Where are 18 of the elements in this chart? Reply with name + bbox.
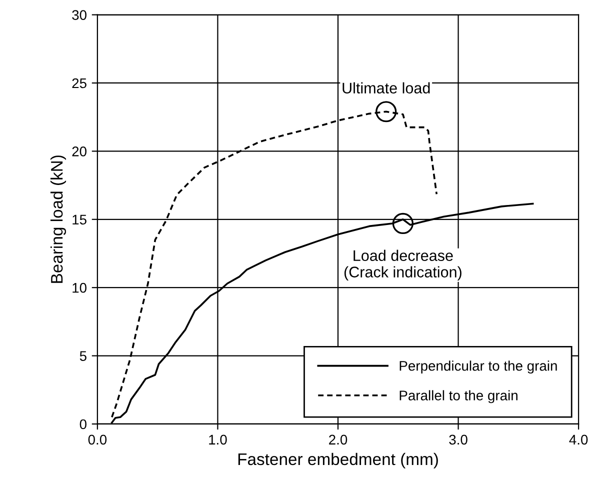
y-axis-title: Bearing load (kN) <box>50 156 66 283</box>
legend-label: Perpendicular to the grain <box>400 360 557 374</box>
x-tick-label: 1.0 <box>209 434 227 445</box>
y-tick-label: 15 <box>72 214 86 225</box>
x-tick-label: 3.0 <box>449 434 468 445</box>
annotation: Ultimate load <box>342 82 430 94</box>
legend-label: Parallel to the grain <box>400 390 518 404</box>
y-tick-label: 20 <box>72 146 86 156</box>
x-tick-label: 2.0 <box>329 434 348 445</box>
y-tick-label: 0 <box>80 419 86 430</box>
x-axis-title: Fastener embedment (mm) <box>238 452 438 468</box>
annotation: Load decrease (Crack indication) <box>344 250 462 280</box>
x-tick-label: 0.0 <box>88 434 107 445</box>
y-tick-label: 25 <box>72 78 86 88</box>
y-tick-label: 30 <box>72 10 86 20</box>
y-tick-label: 10 <box>72 282 86 293</box>
y-tick-label: 5 <box>80 351 86 361</box>
x-tick-label: 4.0 <box>569 434 588 445</box>
